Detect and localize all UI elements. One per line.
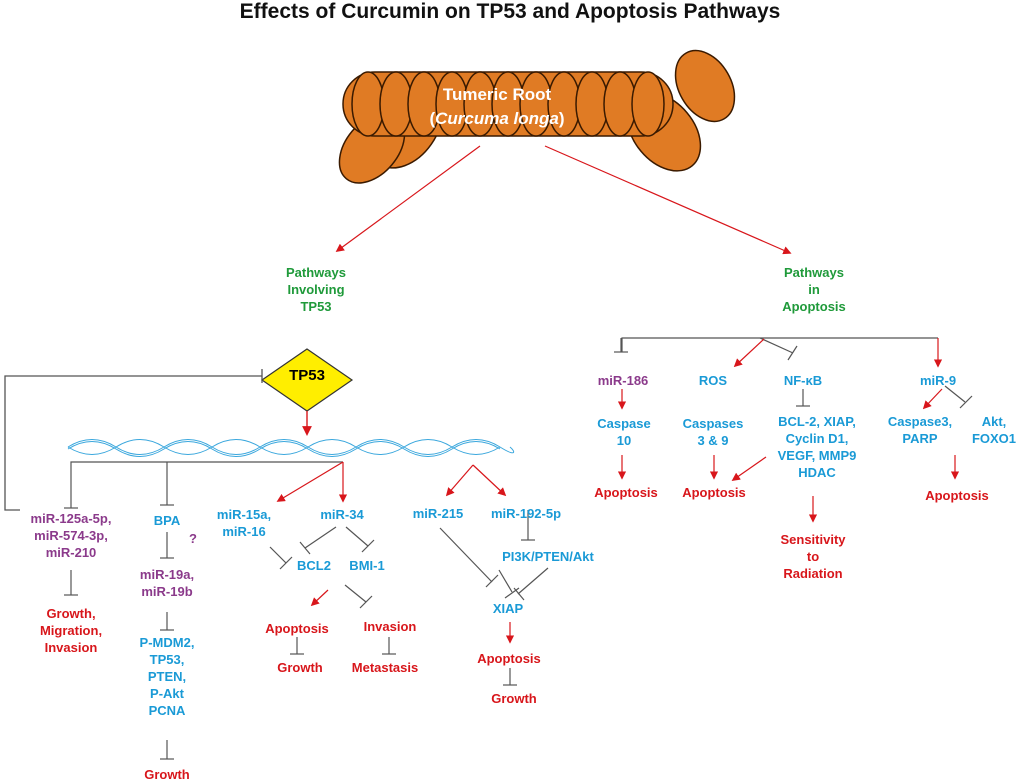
node-invasion: Invasion [363, 619, 417, 634]
arrow-root-to-tp53 [335, 145, 481, 252]
root-label: Tumeric Root (Curcuma longa) [429, 83, 564, 131]
node-apoptosis-2: Apoptosis [477, 651, 541, 666]
node-mir125-group: miR-125a-5p, miR-574-3p, miR-210 [30, 511, 112, 560]
node-ros: ROS [698, 373, 728, 388]
node-bpa: BPA [153, 513, 181, 528]
node-mir186: miR-186 [597, 373, 649, 388]
node-growth-2: Growth [277, 660, 323, 675]
node-apoptosis-1: Apoptosis [265, 621, 329, 636]
dna-helix-illustration [67, 439, 515, 457]
left-cluster-connectors [64, 461, 549, 760]
node-mir215: miR-215 [412, 506, 464, 521]
node-pmdm2-list: P-MDM2, TP53, PTEN, P-Akt PCNA [139, 635, 195, 718]
node-metastasis: Metastasis [351, 660, 419, 675]
branch-title-apoptosis: Pathways in Apoptosis [782, 265, 846, 314]
node-mir192: miR-192-5p [490, 506, 562, 521]
node-bcl2: BCL2 [297, 558, 331, 573]
right-cluster-connectors [614, 337, 973, 409]
diagram-title: Effects of Curcumin on TP53 and Apoptosi… [239, 0, 781, 23]
node-mir19: miR-19a, miR-19b [139, 567, 195, 599]
node-apoptosis-4: Apoptosis [682, 485, 746, 500]
node-apoptosis-5: Apoptosis [925, 488, 989, 503]
node-caspase10: Caspase 10 [597, 416, 651, 448]
node-growth-3: Growth [491, 691, 537, 706]
branch-title-tp53: Pathways Involving TP53 [286, 265, 346, 314]
left-cluster-arrows [276, 461, 515, 644]
node-nfkb: NF-κB [783, 373, 823, 388]
node-bcl2-xiap-list: BCL-2, XIAP, Cyclin D1, VEGF, MMP9 HDAC [777, 414, 857, 480]
node-caspase3-parp: Caspase3, PARP [887, 414, 953, 446]
node-mir9: miR-9 [919, 373, 957, 388]
node-pi3k-pten-akt: PI3K/PTEN/Akt [502, 549, 594, 564]
node-mir34: miR-34 [320, 507, 364, 522]
root-label-line2: (Curcuma longa) [429, 109, 565, 128]
node-akt-foxo1: Akt, FOXO1 [971, 414, 1017, 446]
node-mir15: miR-15a, miR-16 [216, 507, 272, 539]
root-label-line1: Tumeric Root [442, 85, 552, 104]
node-apoptosis-3: Apoptosis [594, 485, 658, 500]
arrow-root-to-apoptosis [544, 145, 792, 255]
node-caspases-3-9: Caspases 3 & 9 [682, 416, 744, 448]
node-growth-migration-invasion: Growth, Migration, Invasion [39, 606, 103, 655]
root-latin-name: Curcuma longa [435, 109, 559, 128]
node-question-mark: ? [189, 531, 197, 546]
tumeric-root-illustration [338, 49, 736, 184]
tp53-feedback-inhibition [4, 369, 263, 511]
tp53-node-label: TP53 [289, 367, 325, 384]
node-growth-1: Growth [144, 767, 190, 782]
node-bmi1: BMI-1 [349, 558, 385, 573]
right-cluster-arrows [617, 338, 960, 523]
node-sensitivity-radiation: Sensitivity to Radiation [780, 532, 846, 581]
node-xiap: XIAP [492, 601, 524, 616]
